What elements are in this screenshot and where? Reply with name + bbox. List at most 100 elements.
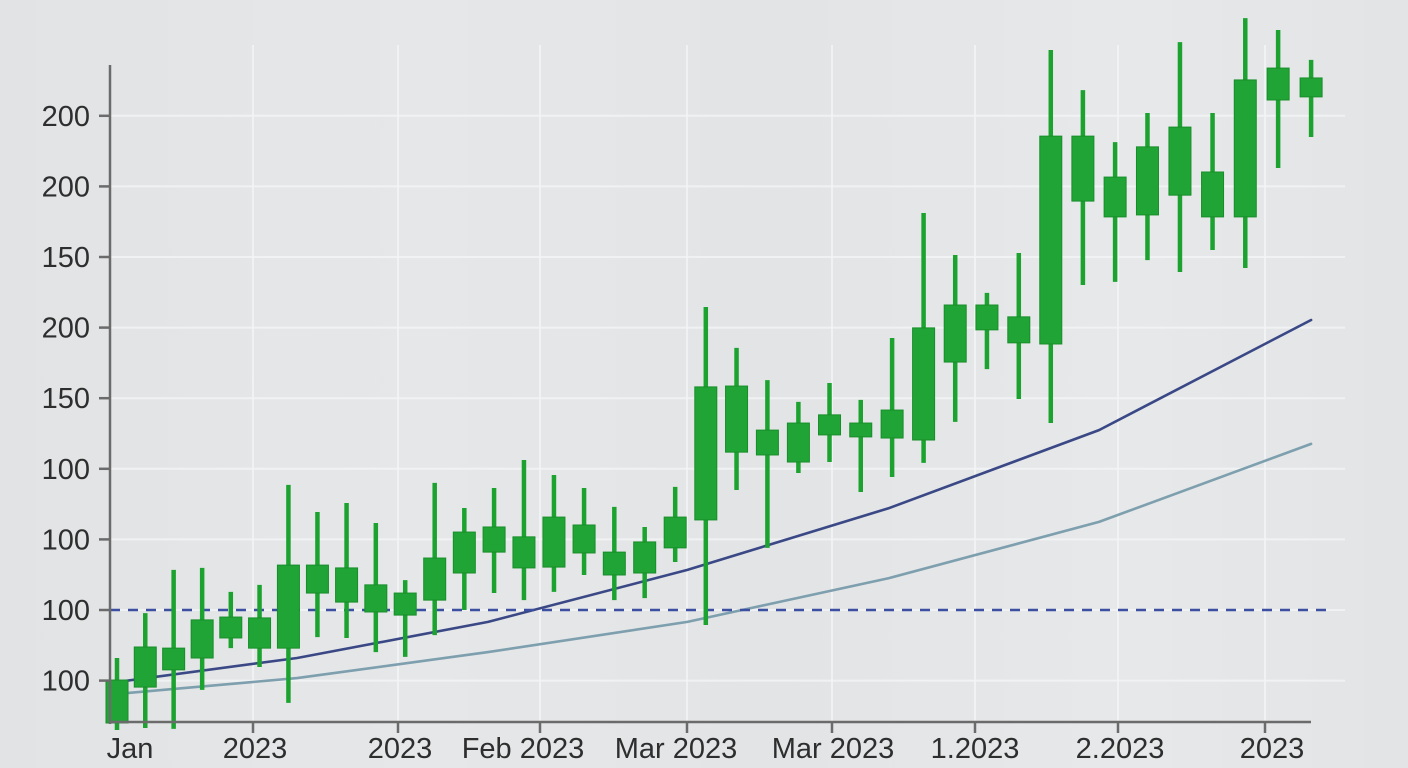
- candle: [276, 484, 300, 703]
- candle: [248, 584, 272, 668]
- candle: [105, 658, 129, 731]
- candle-body: [190, 619, 214, 659]
- candle: [1071, 90, 1095, 285]
- y-tick-label: 100: [42, 666, 90, 698]
- candle-body: [1266, 67, 1290, 101]
- candle-body: [912, 327, 936, 441]
- x-tick-label: Jan: [107, 733, 154, 765]
- candle: [133, 613, 157, 729]
- candle-body: [663, 516, 687, 549]
- candle-body: [542, 516, 566, 568]
- x-tick-label: Mar 2023: [615, 733, 738, 765]
- candle: [190, 567, 214, 690]
- candle-body: [133, 646, 157, 688]
- candle: [663, 486, 687, 562]
- candle-body: [1233, 79, 1257, 218]
- candle-body: [1168, 126, 1192, 196]
- candle-body: [1039, 135, 1063, 345]
- candle-body: [162, 647, 186, 671]
- candle: [219, 591, 243, 649]
- y-tick-label: 100: [42, 454, 90, 486]
- x-tick-label: 2023: [368, 733, 433, 765]
- candle-body: [818, 414, 842, 436]
- x-tick-label: 1.2023: [931, 733, 1020, 765]
- candle-body: [452, 531, 476, 574]
- candle: [602, 506, 626, 601]
- candle-body: [393, 592, 417, 616]
- candle: [1039, 50, 1063, 424]
- y-tick-label: 150: [42, 242, 90, 274]
- candle: [512, 460, 536, 601]
- candle-body: [248, 617, 272, 649]
- candle: [755, 380, 779, 548]
- y-tick-label: 150: [42, 383, 90, 415]
- candle: [943, 255, 967, 422]
- candle: [364, 523, 388, 653]
- y-tick-label: 200: [42, 171, 90, 203]
- candle-body: [512, 536, 536, 569]
- candle: [1135, 112, 1159, 261]
- candle: [725, 347, 749, 490]
- candle-body: [694, 386, 718, 521]
- candle-body: [572, 524, 596, 554]
- candle: [572, 488, 596, 575]
- candle-body: [880, 409, 904, 439]
- candle: [1201, 112, 1225, 250]
- candle-body: [305, 564, 329, 594]
- candle-body: [1299, 77, 1323, 98]
- candle: [1103, 142, 1127, 282]
- candle-body: [276, 564, 300, 649]
- candle: [880, 338, 904, 477]
- candle: [786, 401, 810, 474]
- x-tick-label: 2023: [223, 733, 288, 765]
- candle: [1168, 42, 1192, 272]
- candle-body: [1071, 135, 1095, 202]
- candle: [335, 502, 359, 638]
- candle: [1299, 59, 1323, 137]
- candle-body: [849, 422, 873, 438]
- trend-curve-light: [115, 442, 1313, 696]
- candle-body: [725, 385, 749, 453]
- candle-body: [364, 584, 388, 613]
- y-tick-label: 200: [42, 101, 90, 133]
- candle: [1233, 18, 1257, 269]
- y-tick-label: 200: [42, 313, 90, 345]
- candle-body: [1201, 171, 1225, 218]
- candle: [423, 482, 447, 636]
- x-tick-label: 2.2023: [1076, 733, 1165, 765]
- candle: [393, 580, 417, 657]
- candle-body: [1135, 146, 1159, 216]
- candle: [975, 292, 999, 370]
- candle-body: [335, 567, 359, 603]
- candle-body: [1007, 316, 1031, 344]
- x-tick-label: Mar 2023: [772, 733, 895, 765]
- candle-body: [975, 304, 999, 331]
- candle: [542, 475, 566, 592]
- candle-body: [786, 422, 810, 463]
- candle-body: [219, 616, 243, 639]
- candle: [482, 488, 506, 594]
- candle-body: [943, 304, 967, 363]
- candle: [305, 512, 329, 638]
- candle: [694, 306, 718, 625]
- candle: [162, 569, 186, 729]
- candle-body: [633, 541, 657, 574]
- candle-body: [602, 551, 626, 576]
- x-tick-label: 2023: [1240, 733, 1305, 765]
- x-tick-label: Feb 2023: [462, 733, 585, 765]
- candle-body: [1103, 176, 1127, 218]
- trend-curve-dark: [115, 318, 1313, 684]
- y-tick-label: 100: [42, 524, 90, 556]
- candle: [849, 399, 873, 492]
- y-tick-label: 100: [42, 595, 90, 627]
- candle: [633, 526, 657, 599]
- candle: [818, 382, 842, 463]
- candle: [1266, 29, 1290, 169]
- candle: [1007, 253, 1031, 400]
- candle: [452, 508, 476, 610]
- candle-body: [755, 429, 779, 456]
- candle-body: [423, 557, 447, 601]
- candle-body: [482, 526, 506, 553]
